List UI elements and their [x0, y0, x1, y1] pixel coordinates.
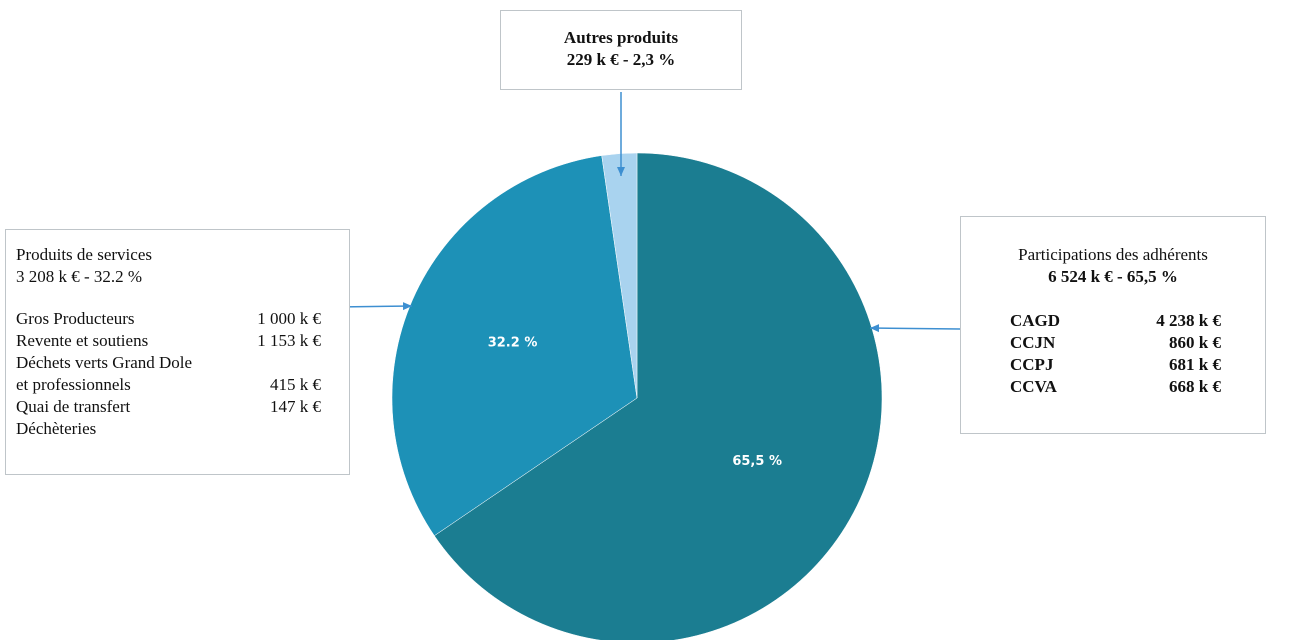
callout-subtitle: 3 208 k € - 32.2 % [16, 267, 143, 286]
row-label: Revente et soutiens [16, 331, 149, 350]
row-label: Quai de transfert [16, 397, 131, 416]
callout-row: Déchets verts Grand Dole [16, 352, 321, 374]
callout-subtitle: 6 524 k € - 65,5 % [1048, 267, 1178, 286]
callout-row: CAGD 4 238 k € [1010, 310, 1221, 332]
row-amount: 860 k € [1169, 333, 1221, 352]
callout-row: CCJN 860 k € [1010, 332, 1221, 354]
row-amount: 415 k € [270, 375, 321, 394]
callout-row: CCVA 668 k € [1010, 376, 1221, 398]
row-label: CAGD [1010, 311, 1061, 330]
callout-participations-des-adherents: Participations des adhérents 6 524 k € -… [960, 216, 1266, 434]
callout-produits-de-services: Produits de services 3 208 k € - 32.2 % … [5, 229, 350, 475]
callout-row: Déchèteries [16, 418, 321, 440]
callout-row: CCPJ 681 k € [1010, 354, 1221, 376]
callout-row: Quai de transfert 147 k € [16, 396, 321, 418]
callout-title: Autres produits [563, 28, 679, 47]
row-amount: 4 238 k € [1156, 311, 1221, 330]
pie-data-labels: 65,5 % 32.2 % [488, 336, 782, 469]
pie-slices [391, 152, 883, 640]
row-label: CCVA [1010, 377, 1057, 396]
pie-slice [434, 152, 883, 640]
pie-slice [601, 152, 638, 399]
callout-autres-produits: Autres produits 229 k € - 2,3 % [500, 10, 742, 90]
row-label: CCPJ [1010, 355, 1054, 374]
callout-title: Produits de services [16, 245, 152, 264]
arrow-participations [869, 324, 961, 333]
row-amount: 681 k € [1169, 355, 1221, 374]
callout-row: Gros Producteurs 1 000 k € [16, 308, 321, 330]
row-label: Déchèteries [16, 419, 97, 438]
row-amount: 1 000 k € [257, 309, 321, 328]
callout-subtitle: 229 k € - 2,3 % [566, 50, 676, 69]
pie-data-label: 65,5 % [732, 454, 782, 469]
callout-row: Revente et soutiens 1 153 k € [16, 330, 321, 352]
row-label: et professionnels [16, 375, 131, 394]
row-amount: 147 k € [270, 397, 321, 416]
pie-slice [391, 155, 638, 537]
row-amount: 1 153 k € [257, 331, 321, 350]
row-label: Déchets verts Grand Dole [16, 353, 193, 372]
row-amount: 668 k € [1169, 377, 1221, 396]
pie-data-label: 32.2 % [488, 336, 538, 351]
callout-row: et professionnels 415 k € [16, 374, 321, 396]
callout-title: Participations des adhérents [1018, 245, 1208, 264]
row-label: CCJN [1010, 333, 1056, 352]
row-label: Gros Producteurs [16, 309, 135, 328]
